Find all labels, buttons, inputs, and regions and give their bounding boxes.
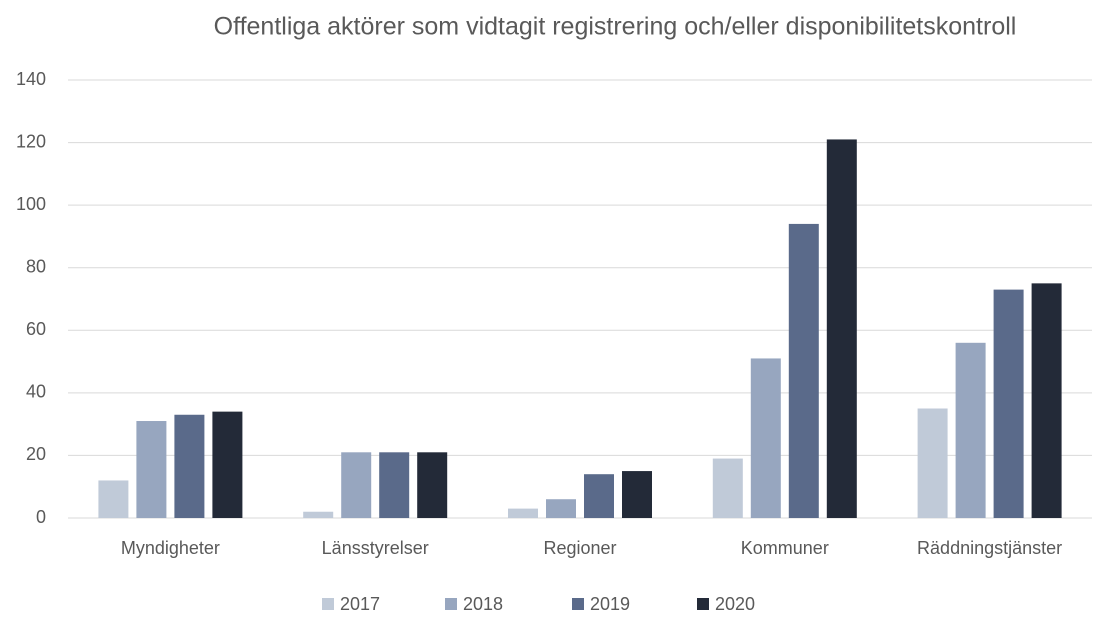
bar (584, 474, 614, 518)
x-tick-label: Räddningstjänster (917, 538, 1062, 558)
legend-label: 2017 (340, 594, 380, 614)
y-tick-label: 20 (26, 444, 46, 464)
bar (508, 508, 538, 518)
chart-title: Offentliga aktörer som vidtagit registre… (214, 13, 1017, 41)
legend-swatch (697, 598, 709, 610)
bar (712, 458, 743, 518)
bar (917, 408, 948, 518)
y-tick-label: 60 (26, 319, 46, 339)
bar (750, 358, 781, 518)
y-tick-label: 120 (16, 131, 46, 151)
legend-swatch (572, 598, 584, 610)
bar (136, 421, 167, 518)
y-tick-label: 100 (16, 194, 46, 214)
x-tick-label: Kommuner (741, 538, 829, 558)
y-tick-label: 140 (16, 69, 46, 89)
bar (788, 223, 819, 518)
bar (546, 499, 576, 518)
bar (955, 342, 986, 518)
x-tick-label: Länsstyrelser (322, 538, 429, 558)
legend-label: 2020 (715, 594, 755, 614)
bar (303, 511, 334, 518)
bar (826, 139, 857, 518)
bar (417, 452, 448, 518)
legend-swatch (445, 598, 457, 610)
bar (341, 452, 372, 518)
bar (622, 471, 652, 518)
legend-label: 2018 (463, 594, 503, 614)
x-tick-label: Regioner (543, 538, 616, 558)
bar (379, 452, 410, 518)
legend-swatch (322, 598, 334, 610)
x-tick-label: Myndigheter (121, 538, 220, 558)
y-tick-label: 0 (36, 507, 46, 527)
legend-label: 2019 (590, 594, 630, 614)
y-tick-label: 40 (26, 382, 46, 402)
bar (1031, 283, 1062, 518)
bar (174, 414, 205, 518)
bar (98, 480, 129, 518)
y-tick-label: 80 (26, 256, 46, 276)
bar (993, 289, 1024, 518)
bar (212, 411, 243, 518)
